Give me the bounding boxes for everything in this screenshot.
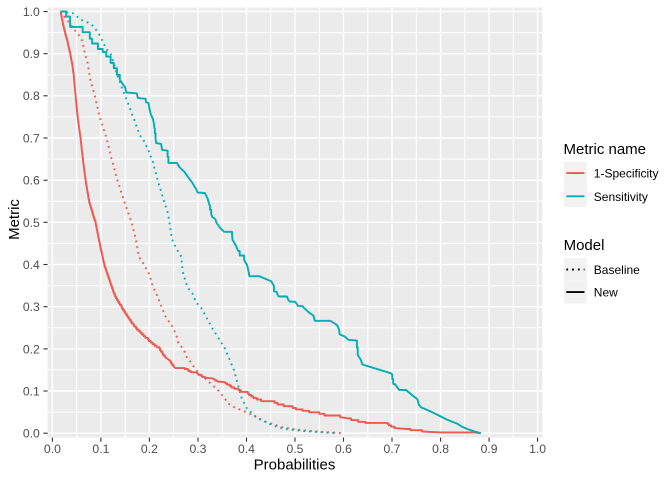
svg-text:0.8: 0.8 (23, 89, 40, 103)
svg-text:1.0: 1.0 (23, 5, 40, 19)
svg-text:0.0: 0.0 (44, 442, 61, 456)
svg-text:New: New (594, 286, 618, 300)
svg-text:0.2: 0.2 (23, 342, 40, 356)
svg-text:0.8: 0.8 (432, 442, 449, 456)
svg-text:1.0: 1.0 (529, 442, 546, 456)
svg-text:0.4: 0.4 (23, 258, 40, 272)
svg-text:Baseline: Baseline (594, 263, 640, 277)
svg-text:Probabilities: Probabilities (254, 456, 336, 473)
svg-text:1-Specificity: 1-Specificity (594, 167, 659, 181)
svg-text:0.0: 0.0 (23, 427, 40, 441)
svg-text:0.5: 0.5 (23, 216, 40, 230)
svg-text:0.3: 0.3 (190, 442, 207, 456)
svg-text:0.2: 0.2 (141, 442, 158, 456)
svg-text:Metric name: Metric name (564, 141, 647, 158)
svg-text:0.1: 0.1 (92, 442, 109, 456)
svg-text:Sensitivity: Sensitivity (594, 190, 648, 204)
svg-text:0.9: 0.9 (23, 47, 40, 61)
svg-text:0.5: 0.5 (287, 442, 304, 456)
svg-text:0.7: 0.7 (384, 442, 401, 456)
svg-text:0.9: 0.9 (481, 442, 498, 456)
svg-text:0.3: 0.3 (23, 300, 40, 314)
svg-text:0.6: 0.6 (23, 174, 40, 188)
svg-text:0.6: 0.6 (335, 442, 352, 456)
svg-text:Model: Model (564, 237, 605, 254)
svg-text:0.1: 0.1 (23, 384, 40, 398)
svg-text:Metric: Metric (6, 199, 23, 240)
svg-text:0.4: 0.4 (238, 442, 255, 456)
svg-text:0.7: 0.7 (23, 131, 40, 145)
